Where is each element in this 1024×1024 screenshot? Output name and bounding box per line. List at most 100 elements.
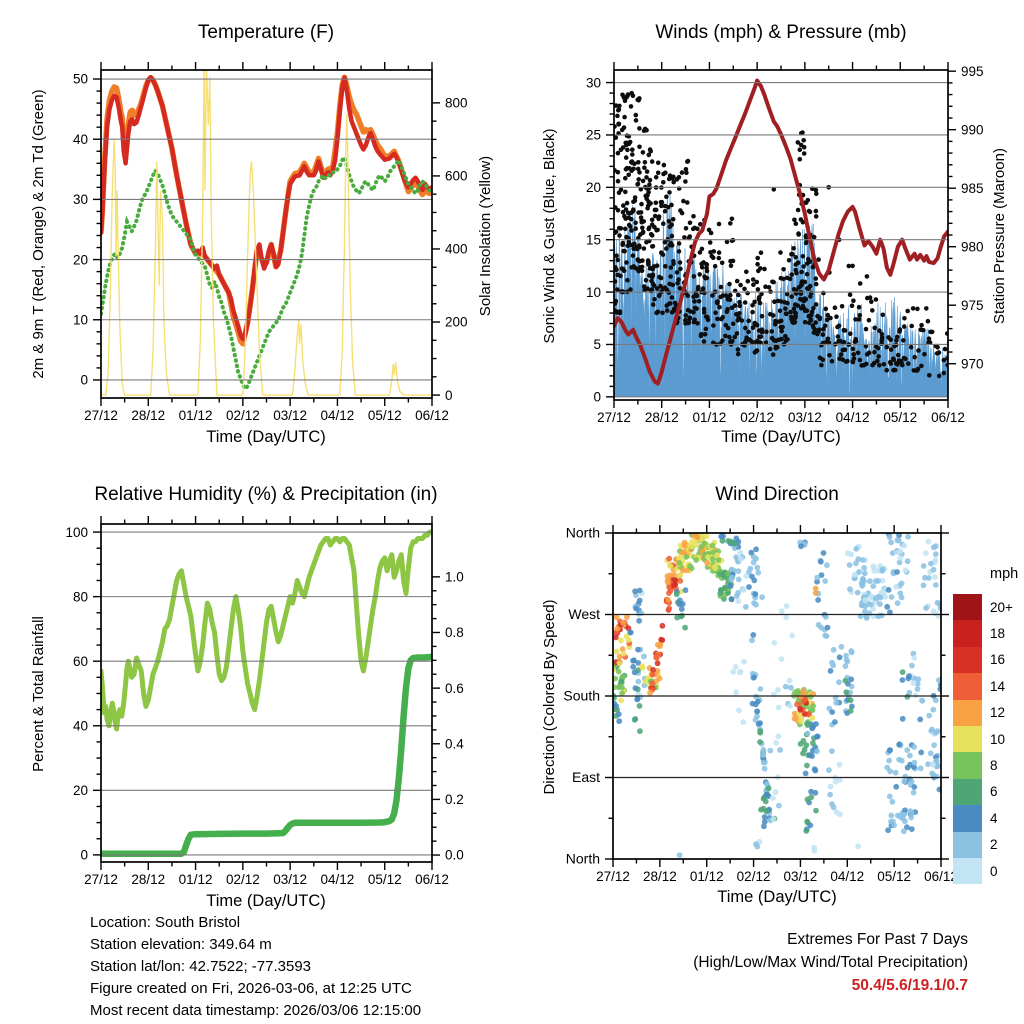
x-tick-label: 03/12 (273, 872, 307, 887)
legend-label: 0 (990, 863, 998, 879)
y-tick-label: 980 (961, 239, 984, 254)
legend-label: 16 (990, 652, 1006, 668)
y-tick-label: 0 (80, 848, 88, 863)
legend-label: 12 (990, 705, 1006, 721)
y-tick-label: 0.6 (445, 681, 464, 696)
humidity-left-ylabel: Percent & Total Rainfall (30, 616, 47, 772)
humidity-precip-chart-title: Relative Humidity (%) & Precipitation (i… (94, 484, 438, 505)
y-tick-label: 0 (593, 390, 601, 405)
winds-xaxis-label: Time (Day/UTC) (721, 428, 841, 446)
legend-label: 14 (990, 678, 1006, 694)
figure-created: Figure created on Fri, 2026-03-06, at 12… (90, 980, 412, 997)
x-tick-label: 02/12 (740, 410, 774, 425)
y-tick-label: 0.8 (445, 625, 464, 640)
y-tick-label: 995 (961, 64, 984, 79)
legend-label: 6 (990, 784, 998, 800)
x-tick-label: 04/12 (830, 869, 864, 884)
x-tick-label: 06/12 (415, 408, 449, 423)
station-latlon: Station lat/lon: 42.7522; -77.3593 (90, 958, 312, 975)
legend-label: 20+ (990, 599, 1013, 615)
y-tick-label: 600 (445, 169, 468, 184)
legend-swatch (953, 646, 982, 674)
x-tick-label: 04/12 (321, 408, 355, 423)
legend-swatch (953, 857, 982, 885)
legend-label: 18 (990, 626, 1006, 642)
x-tick-label: 01/12 (693, 410, 727, 425)
pressure-right-ylabel: Station Pressure (Maroon) (991, 148, 1008, 324)
chart-rh_precip: 27/12 28/12 01/12 02/12 03/12 04/12 05/12 06/12… (65, 516, 464, 887)
x-tick-label: 27/12 (596, 869, 630, 884)
y-tick-label: 5 (593, 337, 601, 352)
legend-swatch (953, 673, 982, 700)
solar-right-ylabel: Solar Insolation (Yellow) (477, 155, 494, 317)
chart-temperature: 27/12 28/12 01/12 02/12 03/12 04/12 05/12 06/12… (73, 62, 468, 423)
x-tick-label: 04/12 (836, 410, 870, 425)
legend-title: mph (990, 566, 1019, 582)
x-tick-label: 05/12 (877, 869, 911, 884)
legend-swatch (953, 594, 982, 621)
x-tick-label: 05/12 (883, 410, 917, 425)
x-tick-label: 27/12 (84, 872, 118, 887)
y-tick-label: 1.0 (445, 570, 464, 585)
station-location: Location: South Bristol (90, 914, 241, 931)
recent-data-timestamp: Most recent data timestamp: 2026/03/06 1… (90, 1002, 422, 1019)
y-tick-label: 0.4 (445, 736, 464, 751)
direction-tick-label: North (566, 851, 600, 867)
x-tick-label: 05/12 (368, 408, 402, 423)
x-tick-label: 03/12 (273, 408, 307, 423)
x-tick-label: 27/12 (597, 410, 631, 425)
extremes-block: Extremes For Past 7 Days (High/Low/Max W… (568, 928, 968, 997)
y-tick-label: 800 (445, 96, 468, 111)
x-tick-label: 01/12 (179, 872, 213, 887)
temperature-left-ylabel: 2m & 9m T (Red, Orange) & 2m Td (Green) (30, 89, 47, 379)
legend-swatch (953, 620, 982, 647)
y-tick-label: 10 (73, 312, 88, 327)
y-tick-label: 400 (445, 242, 468, 257)
x-tick-label: 06/12 (924, 869, 958, 884)
y-tick-label: 975 (961, 298, 984, 313)
humidity-xaxis-label: Time (Day/UTC) (206, 892, 326, 910)
y-tick-label: 0 (445, 388, 453, 403)
y-tick-label: 80 (73, 589, 88, 604)
direction-tick-label: West (568, 606, 600, 622)
legend-label: 2 (990, 837, 998, 853)
legend-swatch (953, 752, 982, 779)
legend-swatch (953, 725, 982, 753)
legend-label: 10 (990, 731, 1006, 747)
x-tick-label: 03/12 (788, 410, 822, 425)
y-tick-label: 0.0 (445, 848, 464, 863)
y-tick-label: 10 (586, 285, 601, 300)
x-tick-label: 27/12 (84, 408, 118, 423)
y-tick-label: 100 (65, 525, 88, 540)
y-tick-label: 30 (586, 75, 601, 90)
x-tick-label: 28/12 (645, 410, 679, 425)
y-tick-label: 20 (73, 252, 88, 267)
legend-label: 4 (990, 810, 998, 826)
legend-swatch (953, 699, 982, 726)
y-tick-label: 990 (961, 122, 984, 137)
wind-direction-chart-title: Wind Direction (715, 484, 839, 505)
y-tick-label: 15 (586, 232, 601, 247)
y-tick-label: 40 (73, 718, 88, 733)
y-tick-label: 25 (586, 128, 601, 143)
y-tick-label: 60 (73, 654, 88, 669)
legend-swatch (953, 805, 982, 832)
x-tick-label: 01/12 (690, 869, 724, 884)
x-tick-label: 28/12 (643, 869, 677, 884)
y-tick-label: 970 (961, 356, 984, 371)
y-tick-label: 20 (73, 783, 88, 798)
temperature-chart-title: Temperature (F) (197, 22, 335, 43)
y-tick-label: 20 (586, 180, 601, 195)
chart-wind_direction: 27/12 28/12 01/12 02/12 03/12 04/12 05/12 06/12… (563, 525, 957, 884)
x-tick-label: 05/12 (368, 872, 402, 887)
x-tick-label: 02/12 (737, 869, 771, 884)
x-tick-label: 02/12 (226, 872, 260, 887)
y-tick-label: 30 (73, 192, 88, 207)
x-tick-label: 28/12 (131, 408, 165, 423)
direction-left-ylabel: Direction (Colored By Speed) (541, 599, 558, 795)
y-tick-label: 50 (73, 72, 88, 87)
speed-legend-colorbar (953, 594, 982, 885)
legend-label: 8 (990, 758, 998, 774)
